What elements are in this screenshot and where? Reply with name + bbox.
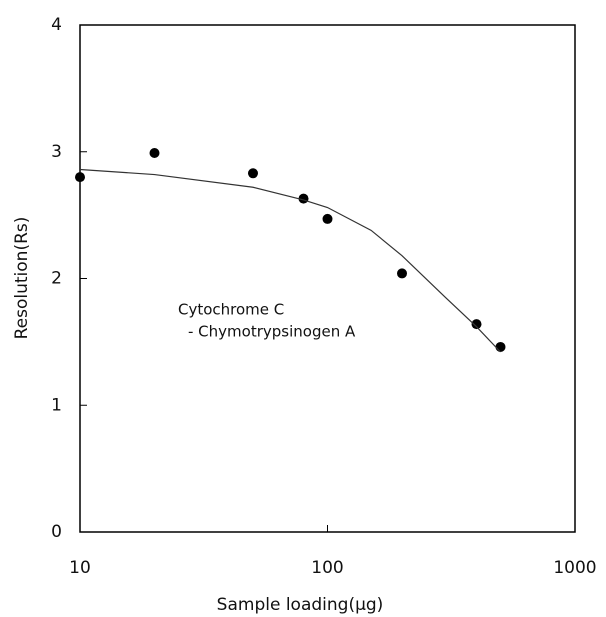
x-axis-label: Sample loading(μg)	[217, 595, 384, 615]
y-tick-label: 0	[51, 522, 62, 542]
data-point	[397, 268, 408, 279]
data-point	[247, 168, 258, 179]
annotation: Cytochrome C	[178, 301, 284, 319]
y-tick-label: 4	[51, 15, 62, 35]
x-tick-label: 100	[311, 558, 343, 578]
x-tick-label: 1000	[553, 558, 596, 578]
fit-curve	[79, 168, 501, 353]
data-point	[75, 172, 85, 183]
annotation: - Chymotrypsinogen A	[188, 323, 356, 341]
x-tick-label: 10	[69, 558, 91, 578]
y-axis-label: Resolution(Rs)	[12, 217, 32, 340]
data-point	[149, 148, 160, 159]
y-tick-label: 2	[51, 269, 62, 289]
data-point	[495, 341, 506, 352]
data-point	[322, 213, 333, 224]
y-tick-label: 1	[51, 395, 62, 415]
y-tick-label: 3	[51, 142, 62, 162]
plot-frame	[79, 24, 576, 533]
data-point	[471, 319, 482, 330]
